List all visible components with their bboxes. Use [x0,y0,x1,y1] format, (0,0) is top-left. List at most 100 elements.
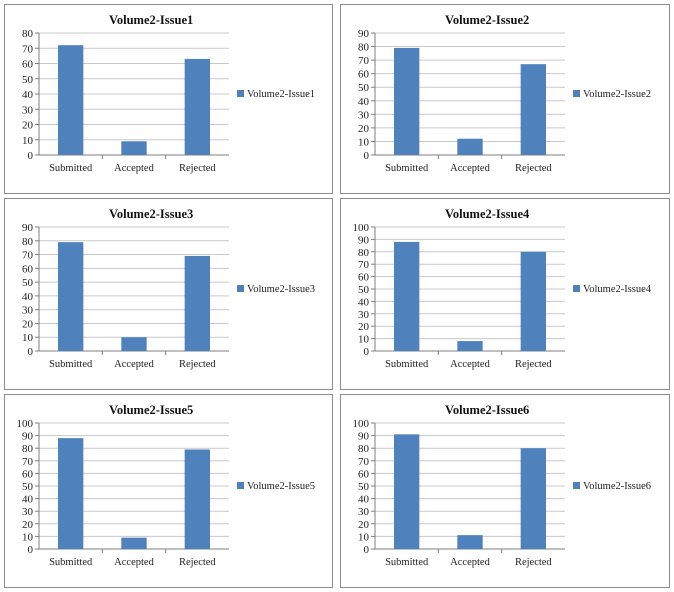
legend-swatch [237,482,244,489]
bar-accepted [121,141,147,155]
chart-title: Volume2-Issue1 [109,13,193,27]
chart-title: Volume2-Issue5 [109,403,193,417]
bar-submitted [394,434,420,549]
x-category-label: Submitted [49,359,93,370]
chart-panel-volume2-issue6: Volume2-Issue6 0 10 20 30 40 50 60 70 80 90 100 Subm… [340,394,670,588]
bar-rejected [184,255,210,351]
y-tick-label: 30 [22,506,34,518]
x-category-label: Rejected [179,163,216,174]
y-tick-label: 60 [22,59,34,71]
bar-accepted [457,138,483,155]
y-tick-label: 50 [22,74,34,86]
bar-rejected [520,64,546,155]
y-tick-label: 0 [28,544,34,556]
x-category-label: Submitted [385,163,429,174]
chart-title: Volume2-Issue4 [445,207,530,221]
y-tick-label: 30 [358,506,370,518]
legend-swatch [573,90,580,97]
y-tick-label: 60 [358,69,370,81]
bar-accepted [121,337,147,351]
x-category-label: Accepted [114,359,154,370]
y-tick-label: 60 [22,263,34,275]
x-category-label: Submitted [385,557,429,568]
y-tick-label: 70 [22,456,34,468]
legend-swatch [237,90,244,97]
legend-label: Volume2-Issue3 [247,284,315,295]
y-tick-label: 50 [22,277,34,289]
y-tick-label: 80 [22,443,34,455]
bar-chart-svg: Volume2-Issue1 0 10 20 30 40 50 60 70 80 Submitted… [22,13,315,174]
y-tick-label: 70 [358,259,370,271]
y-tick-label: 100 [17,418,34,430]
bar-accepted [457,341,483,351]
bar-submitted [58,242,84,351]
y-tick-label: 20 [358,123,370,135]
y-tick-label: 20 [358,519,370,531]
y-tick-label: 20 [358,321,370,333]
y-tick-label: 10 [22,332,34,344]
y-tick-label: 0 [364,150,370,162]
x-category-label: Submitted [49,557,93,568]
bar-rejected [520,448,546,549]
chart-title: Volume2-Issue6 [445,403,529,417]
legend-swatch [573,482,580,489]
bar-accepted [457,535,483,549]
y-tick-label: 70 [22,250,34,262]
legend-label: Volume2-Issue1 [247,89,315,100]
chart-title: Volume2-Issue2 [445,13,529,27]
y-tick-label: 50 [22,481,34,493]
chart-panel-volume2-issue2: Volume2-Issue2 0 10 20 30 40 50 60 70 80 90 Submitt… [340,4,670,194]
y-tick-label: 30 [358,109,370,121]
y-tick-label: 70 [358,55,370,67]
bar-submitted [58,45,84,156]
bar-submitted [58,438,84,549]
y-tick-label: 100 [353,418,370,430]
y-tick-label: 40 [358,96,370,108]
y-tick-label: 40 [22,494,34,506]
chart-title: Volume2-Issue3 [109,207,193,221]
y-tick-label: 10 [358,136,370,148]
y-tick-label: 50 [358,284,370,296]
y-tick-label: 100 [353,222,370,234]
x-category-label: Accepted [450,557,490,568]
x-category-label: Accepted [450,163,490,174]
legend-label: Volume2-Issue6 [583,481,651,492]
y-tick-label: 90 [22,431,34,443]
legend-swatch [573,285,580,292]
y-tick-label: 20 [22,318,34,330]
y-tick-label: 80 [358,42,370,54]
y-tick-label: 30 [22,305,34,317]
x-category-label: Submitted [385,359,429,370]
y-tick-label: 30 [22,104,34,116]
y-tick-label: 80 [358,443,370,455]
chart-panel-volume2-issue3: Volume2-Issue3 0 10 20 30 40 50 60 70 80 90 Submitt… [4,198,333,390]
bar-submitted [394,47,420,155]
x-category-label: Submitted [49,163,93,174]
bar-chart-svg: Volume2-Issue30102030405060708090Submitt… [22,207,315,370]
y-tick-label: 40 [358,494,370,506]
y-tick-label: 40 [22,291,34,303]
y-tick-label: 70 [358,456,370,468]
y-tick-label: 70 [22,43,34,55]
x-category-label: Rejected [515,557,552,568]
y-tick-label: 30 [358,309,370,321]
x-category-label: Rejected [179,359,216,370]
y-tick-label: 80 [358,247,370,259]
legend-swatch [237,285,244,292]
bar-rejected [184,58,210,155]
x-category-label: Accepted [450,359,490,370]
y-tick-label: 20 [22,120,34,132]
y-tick-label: 90 [22,222,34,234]
y-tick-label: 10 [358,531,370,543]
legend-label: Volume2-Issue2 [583,89,651,100]
x-category-label: Rejected [515,359,552,370]
bar-rejected [520,251,546,351]
y-tick-label: 0 [364,544,370,556]
y-tick-label: 0 [28,346,34,358]
chart-panel-volume2-issue5: Volume2-Issue5 0 10 20 30 40 50 60 70 80 90 100 Subm… [4,394,333,588]
y-tick-label: 50 [358,481,370,493]
y-tick-label: 60 [358,272,370,284]
y-tick-label: 0 [364,346,370,358]
y-tick-label: 90 [358,28,370,40]
